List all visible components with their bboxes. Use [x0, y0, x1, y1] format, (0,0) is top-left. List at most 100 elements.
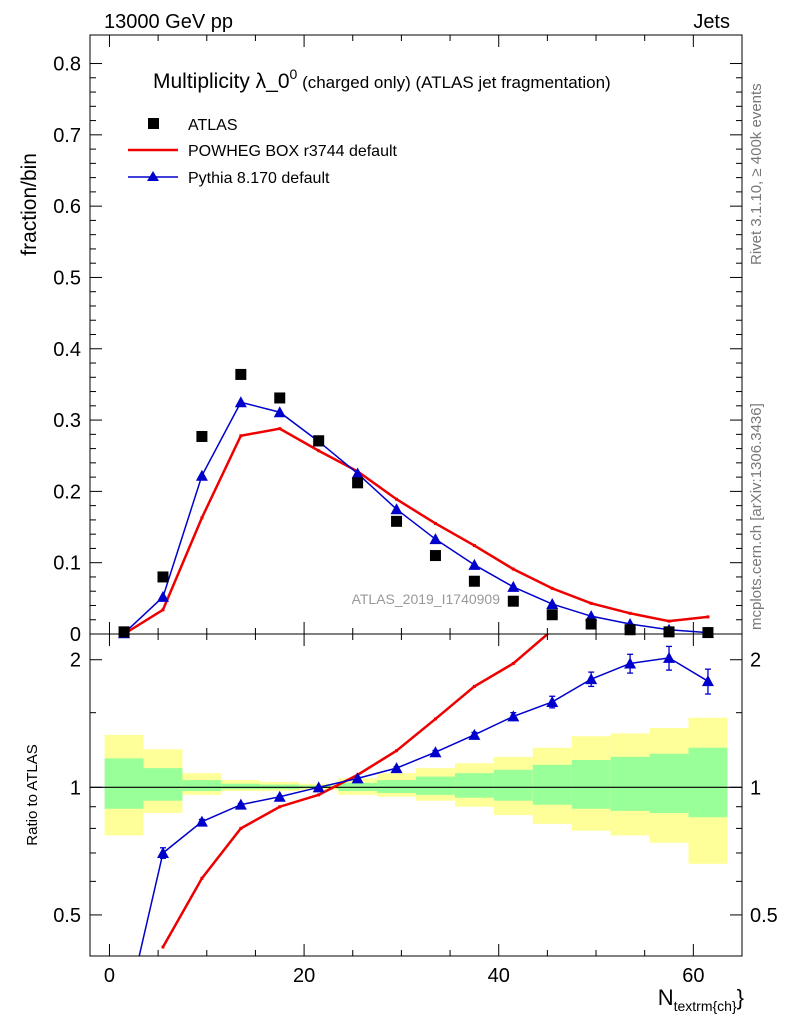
ratio-x-ticks: 0 20 40 60 [104, 634, 704, 987]
main-pythia-point [585, 610, 598, 622]
ratio-pythia-point [624, 657, 637, 669]
main-powheg-point [433, 521, 437, 525]
main-y-axis-label: fraction/bin [18, 153, 41, 256]
main-y-tick-label: 0.4 [53, 339, 81, 361]
main-powheg-point [278, 427, 282, 431]
legend-marker-atlas [148, 118, 159, 129]
ratio-powheg-point [278, 805, 282, 809]
ratio-pythia-point [701, 675, 714, 687]
main-pythia-point [429, 533, 442, 545]
ratio-powheg-point [472, 684, 476, 688]
main-atlas-point [196, 430, 208, 442]
ratio-powheg-line [161, 634, 550, 948]
header-right-label: Jets [693, 11, 730, 33]
ratio-inner-band-bin [649, 753, 689, 813]
main-chart-title-main: Multiplicity λ_0 [153, 70, 290, 93]
main-pythia-point [546, 598, 559, 610]
ratio-x-tick-label: 60 [682, 965, 704, 987]
ratio-pythia-point [390, 762, 403, 774]
ratio-powheg-point [511, 661, 515, 665]
ratio-pythia-point [312, 781, 325, 793]
ratio-y-tick-label-right: 1 [750, 777, 761, 799]
main-powheg-point [472, 544, 476, 548]
ratio-powheg-point [239, 826, 243, 830]
ratio-panel: 0.5 0.5 1 1 2 2 0 20 40 60 Ratio to ATLAS Ntextr… [24, 596, 778, 1024]
main-pythia-point [390, 503, 403, 515]
main-pythia-point [468, 558, 481, 570]
main-powheg-point [667, 619, 671, 623]
ratio-pythia-point [156, 846, 169, 858]
main-atlas-point [352, 477, 364, 489]
x-axis-label-close: } [737, 985, 744, 1010]
ratio-inner-band-bin [416, 776, 455, 795]
main-powheg-point [200, 516, 204, 520]
main-atlas-point [235, 368, 247, 380]
main-powheg-point [628, 611, 632, 615]
ratio-inner-band-bin [571, 760, 611, 809]
main-pythia-point [351, 467, 364, 479]
ratio-powheg-point [317, 793, 321, 797]
main-pythia-line [123, 401, 708, 634]
legend-label-pythia: Pythia 8.170 default [188, 170, 330, 187]
rivet-version-label: Rivet 3.1.10, ≥ 400k events [748, 83, 765, 265]
ratio-pythia-point [118, 1016, 130, 1024]
main-chart-title: Multiplicity λ_00 (charged only) (ATLAS … [153, 66, 611, 93]
ratio-pythia-point [429, 746, 442, 758]
ratio-x-tick-label: 20 [293, 965, 315, 987]
ratio-powheg-point [551, 629, 554, 632]
main-atlas-point [624, 624, 636, 636]
main-y-tick-label: 0.5 [53, 267, 81, 289]
main-atlas-point [468, 575, 480, 587]
main-powheg-point [511, 567, 515, 571]
main-atlas-point [702, 627, 714, 639]
ratio-inner-band-bin [221, 783, 261, 790]
main-panel: 0 0.1 0.2 0.3 0.4 0.5 0.6 0.7 0.8 fraction/bin M… [18, 34, 743, 646]
main-powheg-point [550, 586, 554, 590]
mcplots-reference-label: mcplots.cern.ch [arXiv:1306.3436] [748, 403, 765, 630]
ratio-inner-band-bin [377, 780, 416, 793]
ratio-inner-band-bin [532, 764, 572, 805]
ratio-uncertainty-bands [90, 717, 742, 864]
ratio-y-tick-label: 2 [70, 650, 81, 672]
main-powheg-point [317, 449, 321, 453]
main-y-tick-label: 0.6 [53, 196, 81, 218]
main-pythia-point [234, 396, 247, 408]
ratio-inner-band-bin [493, 769, 533, 801]
ratio-y-tick-label: 1 [70, 777, 81, 799]
main-y-tick-label: 0.1 [53, 553, 81, 575]
main-atlas-point [429, 550, 441, 562]
ratio-pythia-line [138, 657, 709, 956]
ratio-inner-band-bin [143, 768, 183, 801]
ratio-y-tick-label: 0.5 [53, 905, 81, 927]
ratio-pythia-point [507, 710, 520, 722]
ratio-pythia-point [195, 815, 208, 827]
ratio-inner-band-bin [688, 747, 728, 818]
x-axis-label: Ntextrm{ch}} [658, 985, 744, 1014]
main-pythia-point [273, 406, 286, 418]
ratio-pythia-point [663, 651, 676, 663]
main-chart-title-rest: (charged only) (ATLAS jet fragmentation) [297, 73, 610, 92]
main-atlas-point [507, 595, 519, 607]
main-atlas-point [391, 515, 403, 527]
legend-label-atlas: ATLAS [188, 117, 238, 134]
ratio-y-axis-label: Ratio to ATLAS [24, 744, 41, 845]
legend: ATLAS POWHEG BOX r3744 default Pythia 8.… [128, 117, 398, 187]
ratio-pythia-point [585, 673, 598, 685]
ratio-pythia-point [234, 798, 247, 810]
x-axis-label-main: N [658, 985, 674, 1010]
main-pythia-point [507, 580, 520, 592]
ratio-powheg-point [433, 717, 437, 721]
ratio-data-layer [118, 596, 714, 1024]
ratio-y-tick-label-right: 0.5 [750, 905, 778, 927]
main-y-ticks: 0 0.1 0.2 0.3 0.4 0.5 0.6 0.7 0.8 [53, 54, 742, 646]
main-atlas-point [118, 626, 130, 638]
main-y-tick-label: 0.2 [53, 481, 81, 503]
ratio-powheg-point [590, 596, 593, 599]
main-y-tick-label: 0.8 [53, 54, 81, 76]
analysis-watermark: ATLAS_2019_I1740909 [352, 591, 501, 607]
ratio-inner-band-bin [454, 773, 494, 798]
ratio-y-tick-label-right: 2 [750, 650, 761, 672]
header-left-label: 13000 GeV pp [104, 11, 233, 33]
main-y-tick-label: 0.3 [53, 410, 81, 432]
